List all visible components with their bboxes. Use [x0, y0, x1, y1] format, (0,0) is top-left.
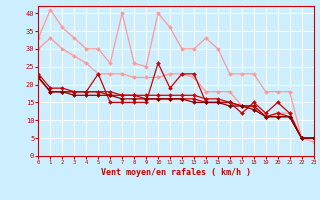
X-axis label: Vent moyen/en rafales ( km/h ): Vent moyen/en rafales ( km/h )	[101, 168, 251, 177]
